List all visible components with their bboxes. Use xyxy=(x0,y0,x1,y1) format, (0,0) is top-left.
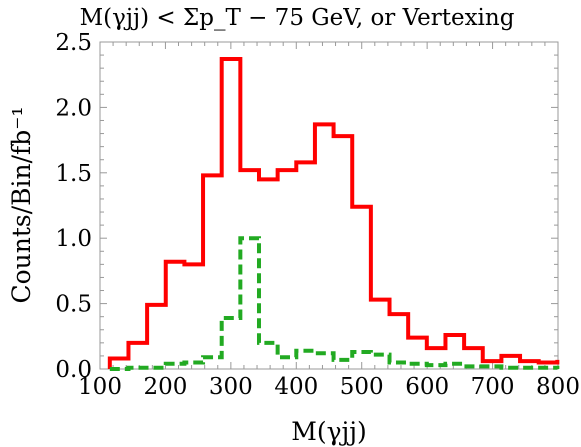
x-axis: 100 200 300 400 500 600 700 800 xyxy=(78,42,580,400)
x-axis-label: M(γjj) xyxy=(291,417,367,446)
x-tick-label: 100 xyxy=(78,374,122,400)
chart-title: M(γjj) < Σp_T − 75 GeV, or Vertexing xyxy=(80,5,515,31)
x-tick-label: 200 xyxy=(143,374,187,400)
y-tick-label: 2.0 xyxy=(55,95,92,121)
x-tick-label: 700 xyxy=(471,374,515,400)
y-tick-label: 1.5 xyxy=(55,161,92,187)
plot-area xyxy=(99,41,559,370)
x-tick-label: 500 xyxy=(340,374,384,400)
plot-frame xyxy=(99,41,559,370)
histogram-series-dashed xyxy=(109,236,560,371)
x-tick-label: 300 xyxy=(209,374,253,400)
histogram-series-solid xyxy=(107,57,560,369)
x-tick-label: 600 xyxy=(405,374,449,400)
y-axis: 0.0 0.5 1.0 1.5 2.0 2.5 xyxy=(55,30,558,383)
y-axis-label: Counts/Bin/fb⁻¹ xyxy=(7,106,36,303)
y-tick-label: 2.5 xyxy=(55,30,92,56)
series-layer xyxy=(107,57,560,371)
y-tick-label: 0.0 xyxy=(55,357,92,383)
x-tick-label: 400 xyxy=(274,374,318,400)
y-tick-label: 0.5 xyxy=(55,292,92,318)
x-tick-label: 800 xyxy=(536,374,580,400)
y-tick-label: 1.0 xyxy=(55,226,92,252)
